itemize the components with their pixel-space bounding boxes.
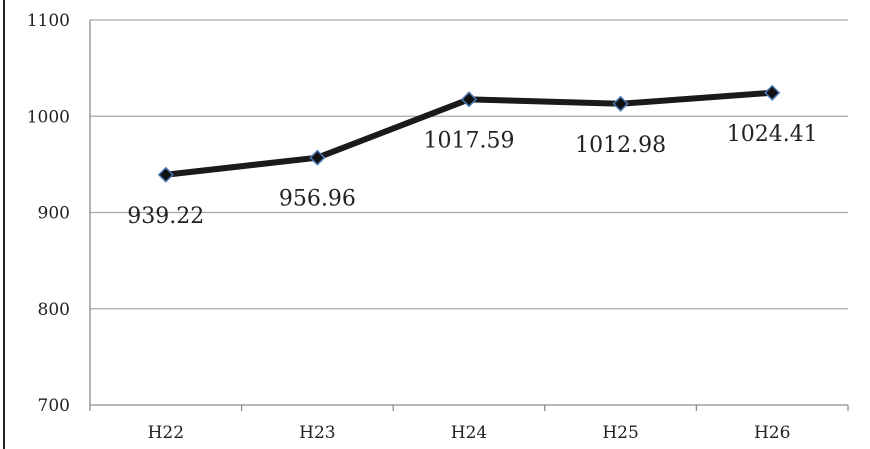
y-tick-label: 700 xyxy=(38,396,70,416)
data-label: 939.22 xyxy=(127,204,204,229)
gridlines xyxy=(89,19,848,406)
data-labels: 939.22 956.96 1017.59 1012.98 1024.41 xyxy=(127,122,817,229)
y-tick-label: 900 xyxy=(38,204,70,224)
data-label: 1024.41 xyxy=(727,122,818,147)
data-label: 956.96 xyxy=(279,187,356,212)
data-point-marker xyxy=(612,95,629,112)
x-tick-label: H22 xyxy=(148,423,184,443)
x-tick-label: H26 xyxy=(754,423,790,443)
data-point-marker xyxy=(460,91,478,108)
y-axis-ticks: 700 800 900 1000 1100 xyxy=(27,11,70,416)
y-tick-label: 1100 xyxy=(27,11,70,31)
x-tick-label: H25 xyxy=(602,423,638,443)
data-markers xyxy=(157,84,781,183)
y-tick-label: 800 xyxy=(38,300,70,320)
data-point-marker xyxy=(309,149,326,166)
data-point-marker xyxy=(764,84,781,101)
data-label: 1012.98 xyxy=(575,133,666,158)
data-point-marker xyxy=(157,166,174,183)
x-axis: H22 H23 H24 H25 H26 xyxy=(89,405,849,443)
data-label: 1017.59 xyxy=(424,128,515,153)
y-tick-label: 1000 xyxy=(27,107,70,127)
x-tick-label: H24 xyxy=(451,423,487,443)
x-tick-label: H23 xyxy=(299,423,335,443)
